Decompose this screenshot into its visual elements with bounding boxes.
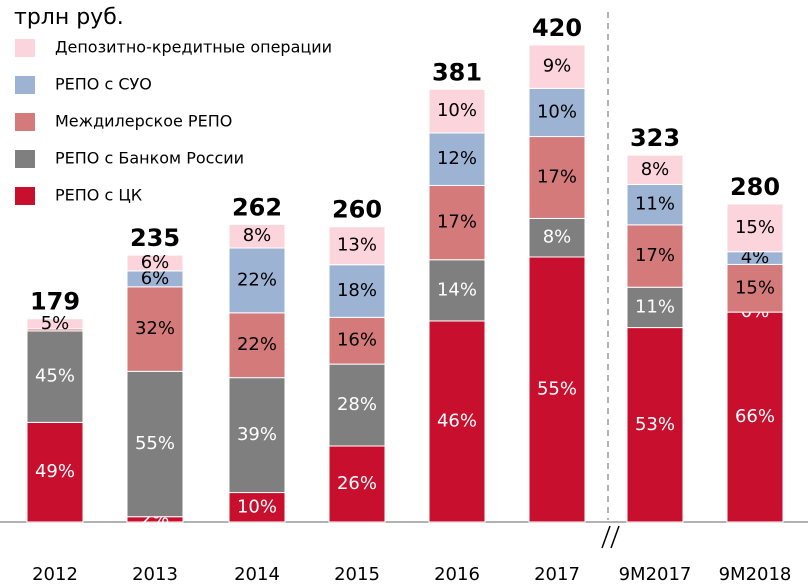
segment-label: 17% bbox=[437, 212, 477, 233]
legend-swatch bbox=[15, 187, 35, 205]
legend-swatch bbox=[15, 113, 35, 131]
legend-label: РЕПО с СУО bbox=[55, 75, 152, 94]
segment-label: 12% bbox=[437, 148, 477, 169]
bar-segment bbox=[228, 377, 286, 494]
legend-swatch bbox=[15, 39, 35, 57]
legend-swatch bbox=[15, 150, 35, 168]
axis-break bbox=[610, 525, 620, 549]
bar-segment bbox=[726, 263, 784, 313]
segment-label: 10% bbox=[437, 100, 477, 121]
total-label: 323 bbox=[630, 124, 680, 152]
bar-segment bbox=[428, 184, 486, 261]
segment-label: 66% bbox=[735, 406, 775, 427]
segment-label: 49% bbox=[35, 461, 75, 482]
segment-label: 11% bbox=[635, 194, 675, 215]
segment-label: 5% bbox=[41, 313, 70, 334]
bar-segment bbox=[26, 330, 84, 423]
segment-label: 15% bbox=[735, 217, 775, 238]
bar-segment bbox=[626, 224, 684, 288]
segment-label: 13% bbox=[337, 235, 377, 256]
total-label: 179 bbox=[30, 288, 80, 316]
bar-segment bbox=[26, 318, 84, 330]
bar-segment bbox=[328, 264, 386, 318]
segment-label: 17% bbox=[537, 167, 577, 188]
bar-segment bbox=[126, 254, 184, 272]
segment-label: 55% bbox=[537, 379, 577, 400]
axis-break bbox=[601, 525, 611, 549]
segment-label: 6% bbox=[141, 268, 170, 289]
x-tick-label: 2016 bbox=[434, 564, 480, 585]
segment-label: 4% bbox=[741, 247, 770, 268]
segment-label: 8% bbox=[543, 227, 572, 248]
x-tick-label: 2017 bbox=[534, 564, 580, 585]
x-tick-label: 9M2017 bbox=[619, 564, 692, 585]
segment-label: 15% bbox=[735, 277, 775, 298]
segment-label: 46% bbox=[437, 410, 477, 431]
segment-label: 28% bbox=[337, 394, 377, 415]
segment-label: 16% bbox=[337, 330, 377, 351]
legend-label: РЕПО с Банком России bbox=[55, 149, 244, 168]
bar-segment bbox=[428, 320, 486, 523]
bar-segment bbox=[328, 445, 386, 523]
segment-label: 26% bbox=[337, 473, 377, 494]
legend-label: РЕПО с ЦК bbox=[55, 186, 143, 205]
segment-label: 8% bbox=[641, 159, 670, 180]
x-tick-label: 2014 bbox=[234, 564, 280, 585]
total-label: 235 bbox=[130, 224, 180, 252]
bar-segment bbox=[428, 88, 486, 134]
legend-label: Междилерское РЕПО bbox=[55, 112, 232, 131]
x-tick-label: 9M2018 bbox=[719, 564, 792, 585]
segment-label: 9% bbox=[543, 56, 572, 77]
bar-segment bbox=[228, 247, 286, 314]
segment-label: 22% bbox=[237, 334, 277, 355]
segment-label: 18% bbox=[337, 280, 377, 301]
segment-label: 32% bbox=[135, 318, 175, 339]
bar-segment bbox=[328, 363, 386, 447]
bar-segment bbox=[528, 256, 586, 523]
total-label: 262 bbox=[232, 193, 282, 221]
bar-segment bbox=[328, 316, 386, 365]
total-label: 280 bbox=[730, 173, 780, 201]
bar-segment bbox=[26, 421, 84, 523]
segment-label: 39% bbox=[237, 424, 277, 445]
bar-segment bbox=[428, 132, 486, 186]
bar-segment bbox=[726, 203, 784, 253]
bar-segment bbox=[228, 223, 286, 249]
segment-label: 10% bbox=[537, 101, 577, 122]
legend-swatch bbox=[15, 76, 35, 94]
segment-label: 8% bbox=[243, 225, 272, 246]
total-label: 381 bbox=[432, 58, 482, 86]
segment-label: 6% bbox=[141, 252, 170, 273]
bar-segment bbox=[626, 184, 684, 226]
legend-label: Депозитно-кредитные операции bbox=[55, 38, 332, 57]
x-tick-label: 2013 bbox=[132, 564, 178, 585]
bar-segment bbox=[528, 87, 586, 138]
bar-segment bbox=[126, 286, 184, 372]
bar-segment bbox=[528, 217, 586, 258]
bar-segment bbox=[228, 492, 286, 523]
bar-segment bbox=[328, 226, 386, 266]
total-label: 420 bbox=[532, 14, 582, 42]
segment-label: 45% bbox=[35, 366, 75, 387]
x-tick-label: 2012 bbox=[32, 564, 78, 585]
bar-segment bbox=[528, 44, 586, 89]
bar-segment bbox=[726, 311, 784, 523]
unit-label: трлн руб. bbox=[14, 5, 124, 30]
bar-segment bbox=[626, 286, 684, 329]
segment-label: 22% bbox=[237, 269, 277, 290]
bar-segment bbox=[626, 154, 684, 186]
segment-label: 17% bbox=[635, 245, 675, 266]
x-tick-label: 2015 bbox=[334, 564, 380, 585]
segment-label: 55% bbox=[135, 433, 175, 454]
segment-label: 11% bbox=[635, 296, 675, 317]
segment-label: 10% bbox=[237, 496, 277, 517]
total-label: 260 bbox=[332, 196, 382, 224]
segment-label: 14% bbox=[437, 279, 477, 300]
segment-label: 53% bbox=[635, 414, 675, 435]
bar-segment bbox=[126, 370, 184, 518]
